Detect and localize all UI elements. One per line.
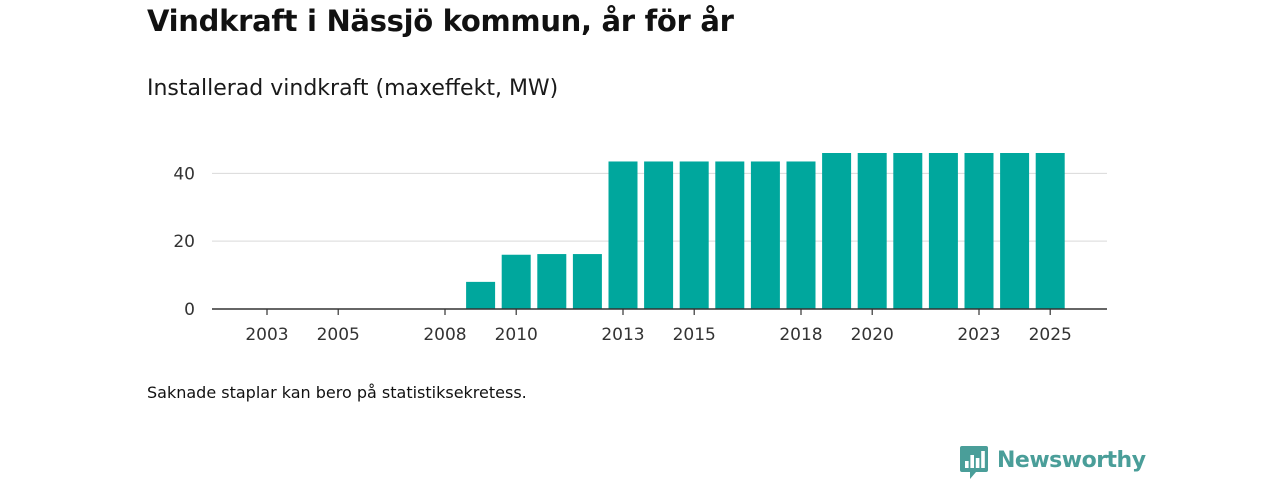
chart-title: Vindkraft i Nässjö kommun, år för år <box>147 4 734 38</box>
bar-2014 <box>644 161 674 309</box>
bar-2017 <box>750 161 780 309</box>
bar-2010 <box>501 254 531 309</box>
x-tick-label: 2005 <box>317 325 360 345</box>
bar-2009 <box>466 281 496 309</box>
bar-2024 <box>1000 153 1030 309</box>
footnote: Saknade staplar kan bero på statistiksek… <box>147 383 527 402</box>
x-tick-label: 2023 <box>957 325 1000 345</box>
bar-2023 <box>964 153 994 309</box>
bar-2022 <box>928 153 958 309</box>
bar-chart: 0 20 40 2003 2005 2008 2010 2013 2015 2018 2020 202… <box>173 153 1107 345</box>
x-tick-label: 2013 <box>601 325 644 345</box>
bar-2013 <box>608 161 638 309</box>
x-tick-label: 2015 <box>673 325 716 345</box>
brand-name: Newsworthy <box>997 448 1146 473</box>
bar-2018 <box>786 161 816 309</box>
x-tick-label: 2008 <box>423 325 466 345</box>
bar-2012 <box>572 254 602 309</box>
bars <box>466 153 1065 309</box>
y-tick-label: 0 <box>184 300 195 320</box>
bar-2020 <box>857 153 887 309</box>
x-tick-label: 2010 <box>495 325 538 345</box>
axes: 0 20 40 2003 2005 2008 2010 2013 2015 2018 2020 202… <box>173 164 1107 345</box>
x-tick-label: 2025 <box>1029 325 1072 345</box>
bar-2019 <box>822 153 852 309</box>
bar-2011 <box>537 254 567 309</box>
x-tick-label: 2018 <box>779 325 822 345</box>
bar-2016 <box>715 161 745 309</box>
y-tick-label: 20 <box>173 232 195 252</box>
bar-2021 <box>893 153 923 309</box>
x-tick-label: 2003 <box>245 325 288 345</box>
x-tick-label: 2020 <box>851 325 894 345</box>
bar-2015 <box>679 161 709 309</box>
bar-2025 <box>1035 153 1065 309</box>
newsworthy-brand: Newsworthy <box>960 446 1146 480</box>
newsworthy-logo-icon <box>960 446 988 479</box>
y-tick-label: 40 <box>173 164 195 184</box>
chart-subtitle: Installerad vindkraft (maxeffekt, MW) <box>147 76 559 101</box>
